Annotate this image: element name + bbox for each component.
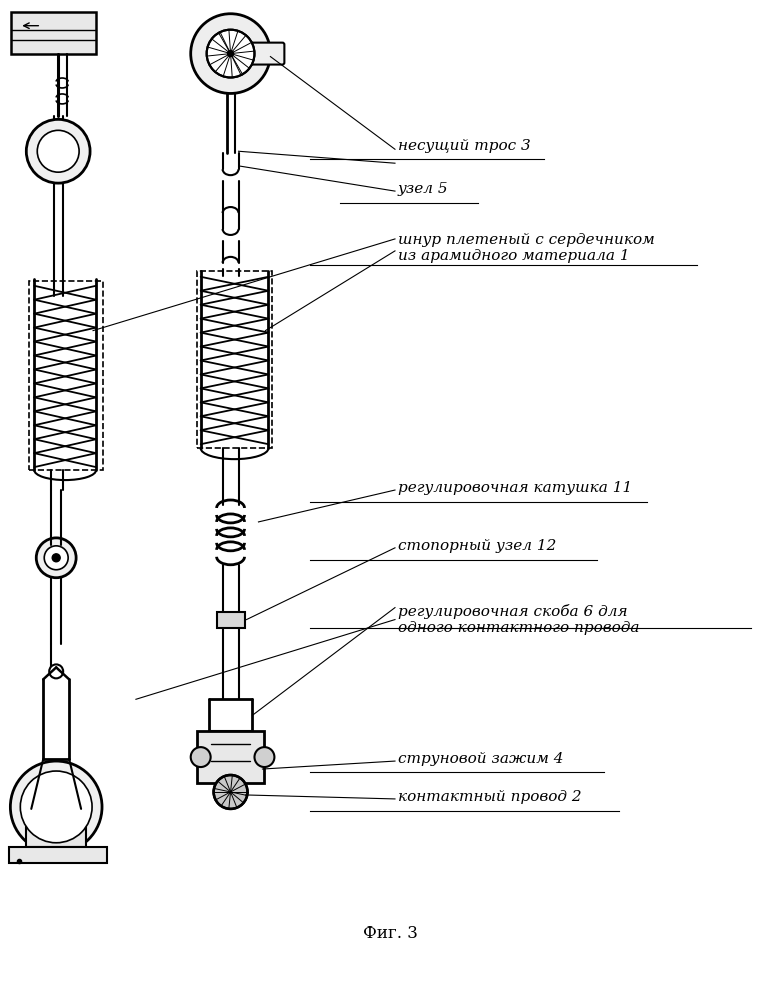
Text: Фиг. 3: Фиг. 3 [363, 925, 417, 942]
Circle shape [27, 119, 90, 183]
Circle shape [52, 554, 60, 562]
Circle shape [49, 664, 63, 678]
Text: струновой зажим 4: струновой зажим 4 [398, 752, 563, 766]
Circle shape [228, 51, 233, 57]
Circle shape [36, 538, 76, 578]
Text: узел 5: узел 5 [398, 182, 448, 196]
Circle shape [44, 546, 68, 570]
Bar [197, 271, 272, 448]
Text: стопорный узел 12: стопорный узел 12 [398, 539, 556, 553]
FancyBboxPatch shape [240, 43, 285, 65]
Circle shape [207, 30, 254, 78]
Bar [12, 12, 96, 54]
Circle shape [191, 747, 211, 767]
Circle shape [10, 761, 102, 853]
Text: регулировочная катушка 11: регулировочная катушка 11 [398, 481, 633, 495]
Circle shape [191, 14, 271, 93]
Bar [197, 731, 264, 783]
Circle shape [254, 747, 275, 767]
Text: контактный провод 2: контактный провод 2 [398, 790, 582, 804]
Circle shape [214, 775, 247, 809]
Text: несущий трос 3: несущий трос 3 [398, 139, 530, 153]
Text: шнур плетеный с сердечником
из арамидного материала 1: шнур плетеный с сердечником из арамидног… [398, 233, 654, 263]
Bar [27, 809, 86, 847]
Bar [30, 281, 103, 470]
Text: регулировочная скоба 6 для
одного контактного провода: регулировочная скоба 6 для одного контак… [398, 604, 640, 635]
Bar [217, 612, 244, 628]
Bar [9, 847, 107, 863]
Circle shape [20, 771, 92, 843]
Circle shape [37, 130, 79, 172]
